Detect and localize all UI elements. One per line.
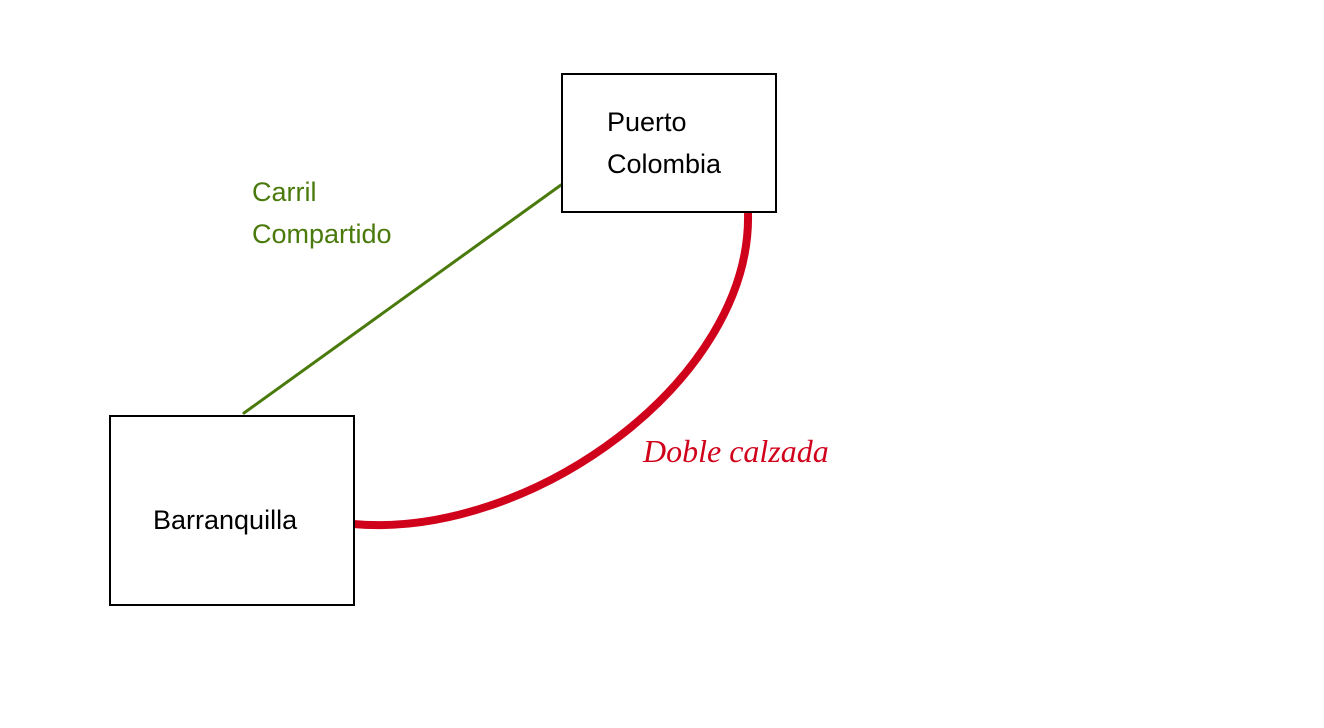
puerto-colombia-label-line-1: Puerto: [607, 107, 687, 137]
puerto-colombia-label-line-2: Colombia: [607, 149, 722, 179]
node-puerto-colombia: Puerto Colombia: [561, 73, 777, 213]
node-barranquilla: Barranquilla: [109, 415, 355, 606]
shared-lane-label: Carril Compartido: [252, 171, 392, 255]
double-road-label: Doble calzada: [643, 433, 829, 469]
double-road-edge: [352, 212, 753, 530]
shared-lane-edge: [242, 183, 563, 415]
shared-lane-label-line-1: Carril: [252, 177, 317, 207]
shared-lane-label-line-2: Compartido: [252, 219, 392, 249]
barranquilla-label: Barranquilla: [153, 505, 298, 535]
